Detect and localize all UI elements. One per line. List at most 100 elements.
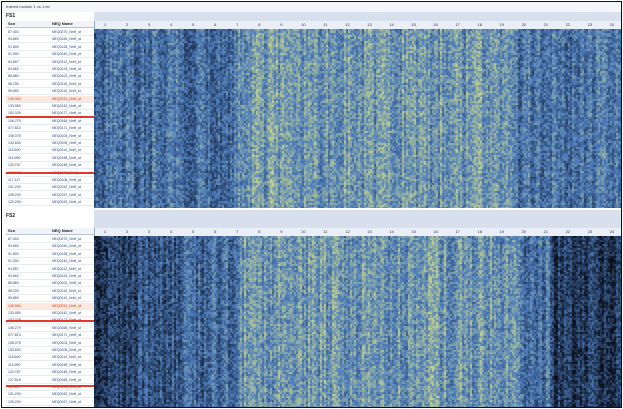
panel2-name-row-cell[interactable]: NEQ0270_NnH_st: [50, 236, 94, 243]
panel2-name-row-cell[interactable]: NEQ0110_NnH_st: [50, 295, 94, 303]
panel2-id-row-cell[interactable]: 91.800: [6, 251, 50, 258]
panel1-name-row-cell[interactable]: NEQ0140_NnH_st: [50, 51, 94, 59]
panel2-name-row-cell[interactable]: NEQ0128_NnH_st: [50, 251, 94, 258]
panel2-name-row-cell[interactable]: NEQ0112_NnH_st: [50, 266, 94, 273]
panel2-name-row-cell[interactable]: NEQ0148_NnH_st: [50, 369, 94, 377]
panel1-id-row-cell[interactable]: 106.279: [6, 118, 50, 125]
panel2-id-row-cell[interactable]: 94.662: [6, 273, 50, 280]
panel1-id-row-cell[interactable]: 94.660: [6, 36, 50, 44]
panel2-name-row-cell[interactable]: NEQ0171_NnH_st: [50, 332, 94, 340]
panel1-name-row-cell[interactable]: NEQ0231_NnH_st: [50, 95, 94, 103]
panel2-name-row-cell[interactable]: NEQ0168_NnH_st: [50, 325, 94, 332]
panel2-name-row-cell[interactable]: NEQ0153_NnH_st: [50, 406, 94, 407]
panel1-id-row-cell[interactable]: 114.950: [6, 155, 50, 162]
panel1-name-row-cell[interactable]: NEQ0171_NnH_st: [50, 125, 94, 133]
panel2-name-row-cell[interactable]: NEQ0108_NnH_st: [50, 384, 94, 391]
panel1-id-row-cell[interactable]: 108.075: [6, 133, 50, 140]
panel2-id-row-cell[interactable]: 108.964: [6, 302, 50, 310]
panel1-id-row-cell[interactable]: 94.857: [6, 59, 50, 66]
panel1-name-row-cell[interactable]: NEQ0115_NnH_st: [50, 81, 94, 88]
panel2-name-row-cell[interactable]: NEQ0106_NnH_st: [50, 347, 94, 354]
panel2-name-row-cell[interactable]: NEQ0140_NnH_st: [50, 258, 94, 266]
panel2-id-row-cell[interactable]: 98.230: [6, 288, 50, 295]
panel1-id-row-cell[interactable]: 101.200: [6, 184, 50, 192]
panel2-column-number: 16: [433, 229, 438, 234]
panel1-id-row-cell[interactable]: 105.200: [6, 192, 50, 199]
panel2-name-row-cell[interactable]: NEQ0104_NnH_st: [50, 340, 94, 347]
panel1-id-row-cell[interactable]: 94.662: [6, 66, 50, 73]
panel1-name-row-cell[interactable]: NEQ0157_NnH_st: [50, 192, 94, 199]
panel1-name-header[interactable]: NEQ Name: [50, 21, 94, 28]
panel1-name-row-cell[interactable]: NEQ0124_NnH_st: [50, 66, 94, 73]
panel1-name-row-cell[interactable]: NEQ0142_NnH_st: [50, 103, 94, 110]
panel1-id-header[interactable]: Scn: [6, 21, 50, 28]
panel2-name-row-cell[interactable]: NEQ0231_NnH_st: [50, 302, 94, 310]
panel1-id-row-cell[interactable]: 95.650: [6, 88, 50, 96]
panel2-name-row-cell[interactable]: NEQ0157_NnH_st: [50, 399, 94, 406]
panel2-id-row-cell[interactable]: 120.200: [6, 406, 50, 407]
panel1-name-row-cell[interactable]: NEQ0102_NnH_st: [50, 73, 94, 81]
panel1-id-row-cell[interactable]: 077.813: [6, 125, 50, 133]
panel1-id-row-cell[interactable]: 88.860: [6, 73, 50, 81]
panel1-name-row-cell[interactable]: NEQ0106_NnH_st: [50, 140, 94, 147]
panel1-name-row-cell[interactable]: NEQ0158_NnH_st: [50, 155, 94, 162]
panel1-id-row-cell[interactable]: 115.600: [6, 147, 50, 155]
panel1-name-row-cell[interactable]: NEQ0128_NnH_st: [50, 44, 94, 51]
panel1-name-row-cell[interactable]: NEQ0152_NnH_st: [50, 184, 94, 192]
panel1-heatmap[interactable]: [94, 29, 621, 208]
panel2-name-row-cell[interactable]: NEQ0114_NnH_st: [50, 354, 94, 362]
panel2-name-row-cell[interactable]: NEQ0166_NnH_st: [50, 377, 94, 384]
panel1-id-row-cell[interactable]: 91.800: [6, 44, 50, 51]
panel2-id-row-cell[interactable]: 115.600: [6, 354, 50, 362]
panel1-name-row-cell[interactable]: NEQ0168_NnH_st: [50, 118, 94, 125]
panel1-name-row-cell[interactable]: NEQ0114_NnH_st: [50, 147, 94, 155]
panel2-id-row-cell[interactable]: 114.950: [6, 362, 50, 369]
panel1-name-row-cell[interactable]: NEQ0110_NnH_st: [50, 88, 94, 96]
panel2-heatmap[interactable]: [94, 236, 621, 407]
panel1-name-row-cell[interactable]: NEQ0104_NnH_st: [50, 133, 94, 140]
panel2-id-row-cell[interactable]: 91.300: [6, 258, 50, 266]
panel1-id-row-cell[interactable]: 133.830: [6, 140, 50, 147]
panel2-id-row-cell[interactable]: 95.650: [6, 295, 50, 303]
panel1-id-row-cell[interactable]: 117.117: [6, 177, 50, 184]
panel1-id-row-cell[interactable]: 120.767: [6, 162, 50, 170]
panel1-id-row-cell[interactable]: 120.200: [6, 199, 50, 207]
panel1-name-row-cell[interactable]: NEQ0150_NnH_st: [50, 36, 94, 44]
panel1-header-band: [94, 12, 621, 21]
panel1-column-number: 14: [389, 22, 394, 27]
panel2-id-row-cell[interactable]: 94.660: [6, 243, 50, 251]
panel2-name-row-cell[interactable]: NEQ0152_NnH_st: [50, 391, 94, 399]
panel2-id-row-cell[interactable]: 077.813: [6, 332, 50, 340]
panel2-id-row-cell[interactable]: 117.117: [6, 384, 50, 391]
panel1-name-row-cell[interactable]: NEQ0148_NnH_st: [50, 162, 94, 170]
panel1-highlight-line: [6, 116, 94, 118]
panel1-id-row-cell[interactable]: 91.300: [6, 51, 50, 59]
panel1-id-row-cell[interactable]: 108.964: [6, 95, 50, 103]
panel2-id-row-cell[interactable]: 120.767: [6, 369, 50, 377]
panel2-name-row-cell[interactable]: NEQ0150_NnH_st: [50, 243, 94, 251]
panel2-id-row-cell[interactable]: 87.403: [6, 236, 50, 243]
panel2-id-row-cell[interactable]: 94.857: [6, 266, 50, 273]
panel1-name-row-cell[interactable]: NEQ0108_NnH_st: [50, 177, 94, 184]
panel2-name-row-cell[interactable]: NEQ0158_NnH_st: [50, 362, 94, 369]
panel2-id-row-cell[interactable]: 108.075: [6, 340, 50, 347]
panel2-name-header[interactable]: NEQ Name: [50, 228, 94, 235]
panel1-id-row-cell[interactable]: 133.950: [6, 103, 50, 110]
panel2-id-row-cell[interactable]: 105.200: [6, 399, 50, 406]
panel2-id-row-cell[interactable]: 106.279: [6, 325, 50, 332]
panel2-id-row-cell[interactable]: 88.860: [6, 280, 50, 288]
panel1-name-row-cell[interactable]: NEQ0112_NnH_st: [50, 59, 94, 66]
panel1-id-row-cell[interactable]: 98.230: [6, 81, 50, 88]
panel1-name-row-cell[interactable]: NEQ0270_NnH_st: [50, 29, 94, 36]
panel2-id-row-cell[interactable]: 133.830: [6, 347, 50, 354]
panel2-id-row-cell[interactable]: 101.200: [6, 391, 50, 399]
panel2-name-row-cell[interactable]: NEQ0115_NnH_st: [50, 288, 94, 295]
panel2-name-row-cell[interactable]: NEQ0142_NnH_st: [50, 310, 94, 317]
panel2-id-row-cell[interactable]: 133.950: [6, 310, 50, 317]
panel2-id-row-cell[interactable]: 127.518: [6, 377, 50, 384]
panel2-id-header[interactable]: Scn: [6, 228, 50, 235]
panel2-name-row-cell[interactable]: NEQ0102_NnH_st: [50, 280, 94, 288]
panel1-id-row-cell[interactable]: 87.403: [6, 29, 50, 36]
panel2-name-row-cell[interactable]: NEQ0124_NnH_st: [50, 273, 94, 280]
panel1-name-row-cell[interactable]: NEQ0153_NnH_st: [50, 199, 94, 207]
